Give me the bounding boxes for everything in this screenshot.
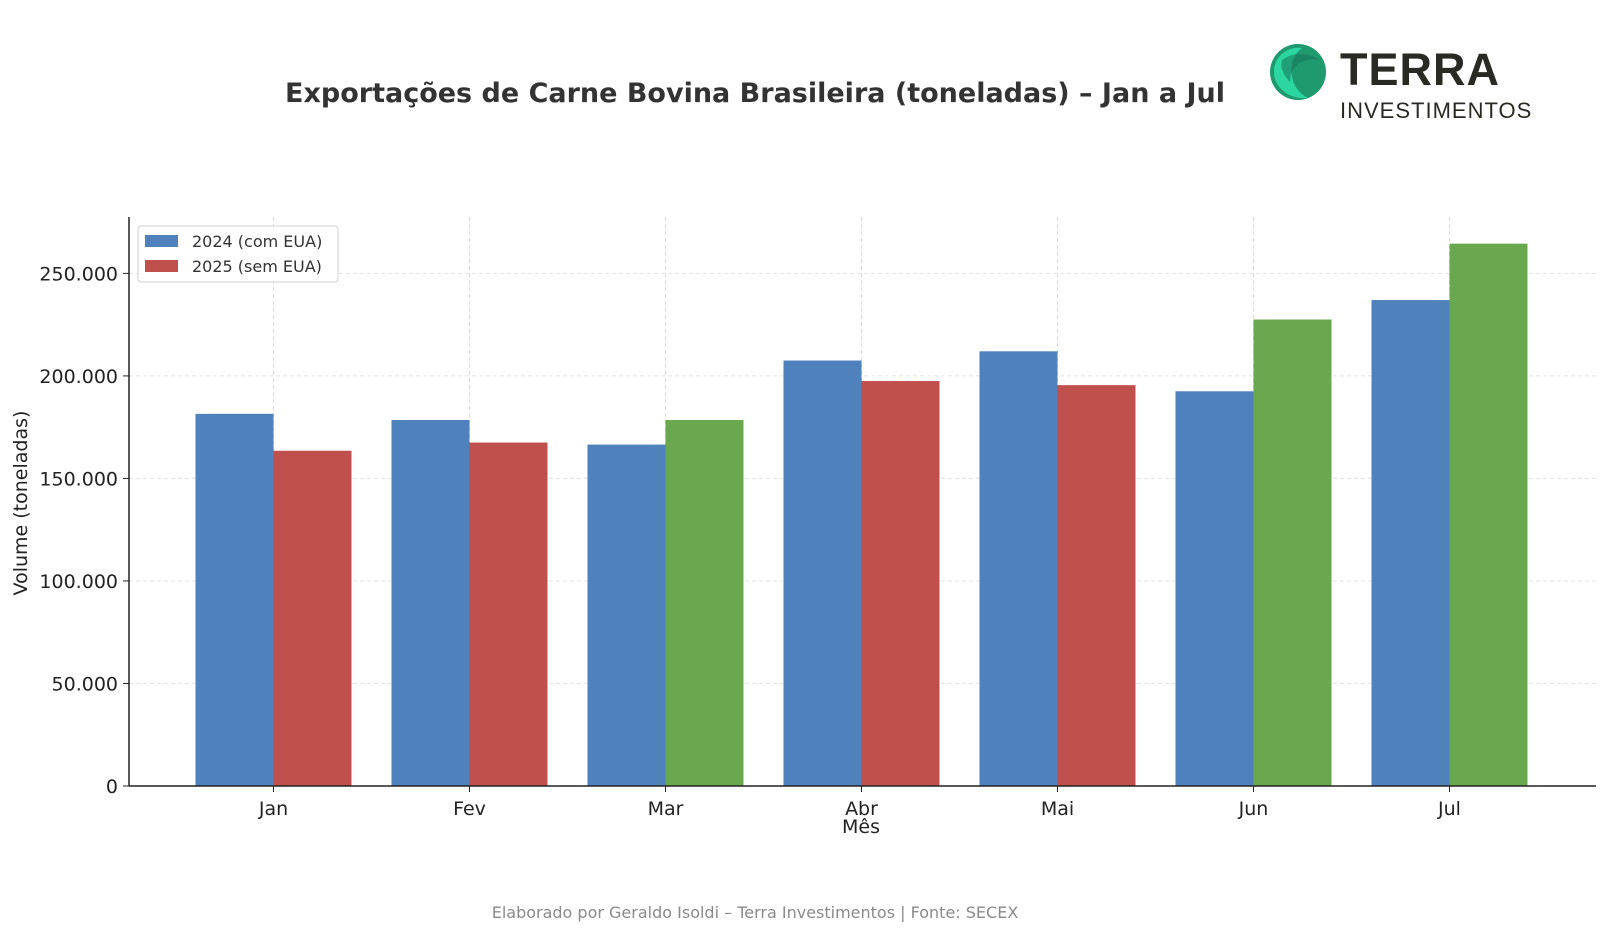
logo-wordmark: TERRA (1340, 44, 1500, 95)
x-tick-label: Abr (845, 798, 878, 820)
bar-2025-fev (469, 442, 548, 786)
y-tick-label: 0 (106, 776, 118, 798)
legend-label-2025: 2025 (sem EUA) (192, 257, 322, 276)
terra-leaf-icon (1270, 44, 1326, 100)
legend-swatch-2024 (145, 235, 178, 247)
legend-box (137, 225, 339, 283)
terra-logo: TERRA INVESTIMENTOS (1268, 42, 1568, 132)
bar-2024-mar (587, 444, 666, 786)
chart-title: Exportações de Carne Bovina Brasileira (… (285, 78, 1225, 109)
bars (195, 243, 1528, 786)
legend-label-2024: 2024 (com EUA) (192, 232, 322, 251)
y-tick-label: 250.000 (39, 263, 118, 285)
bar-2024-fev (391, 419, 470, 786)
tick-labels: 0 50.000 100.000 150.000 200.000 250.000 Jan Fe… (39, 263, 1461, 820)
x-tick-label: Jan (258, 798, 288, 820)
y-tick-label: 150.000 (39, 468, 118, 490)
bar-2025-jul (1449, 243, 1528, 786)
bar-2025-abr (861, 381, 940, 786)
footer-credit: Elaborado por Geraldo Isoldi – Terra Inv… (491, 903, 1019, 922)
x-tick-label: Jul (1437, 798, 1461, 820)
legend-swatch-2025 (145, 260, 178, 272)
bar-2024-abr (783, 360, 862, 786)
bar-2025-jun (1253, 319, 1332, 786)
x-tick-label: Mai (1041, 798, 1074, 820)
x-axis-label: Mês (842, 816, 880, 838)
bar-2024-jul (1371, 300, 1450, 786)
logo-subtitle: INVESTIMENTOS (1340, 98, 1533, 123)
bar-2024-mai (979, 351, 1058, 786)
bar-2024-jan (195, 413, 274, 786)
y-axis-label: Volume (toneladas) (10, 411, 32, 596)
x-tick-label: Jun (1238, 798, 1269, 820)
bar-2024-jun (1175, 391, 1254, 786)
axes (123, 217, 1596, 792)
legend: 2024 (com EUA) 2025 (sem EUA) (137, 225, 339, 283)
bar-2025-mar (665, 419, 744, 786)
y-tick-label: 200.000 (39, 366, 118, 388)
y-tick-label: 50.000 (52, 673, 118, 695)
bar-2025-jan (273, 450, 352, 786)
bar-2025-mai (1057, 385, 1136, 786)
x-tick-label: Mar (648, 798, 684, 820)
y-tick-label: 100.000 (39, 571, 118, 593)
x-tick-label: Fev (453, 798, 486, 820)
